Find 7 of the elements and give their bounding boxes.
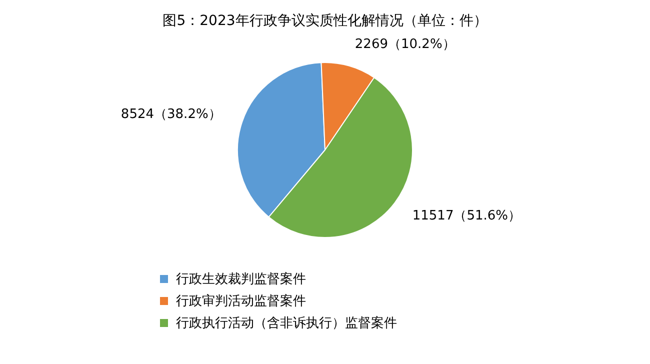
data-label: 11517（51.6%） [412, 208, 522, 224]
data-label: 2269（10.2%） [354, 37, 456, 52]
legend-label: 行政审判活动监督案件 [176, 293, 306, 310]
legend-label: 行政生效裁判监督案件 [176, 271, 306, 288]
data-label: 8524（38.2%） [120, 107, 222, 122]
chart-title: 图5：2023年行政争议实质性化解情况（单位：件） [162, 12, 488, 31]
legend-label: 行政执行活动（含非诉执行）监督案件 [176, 315, 397, 332]
